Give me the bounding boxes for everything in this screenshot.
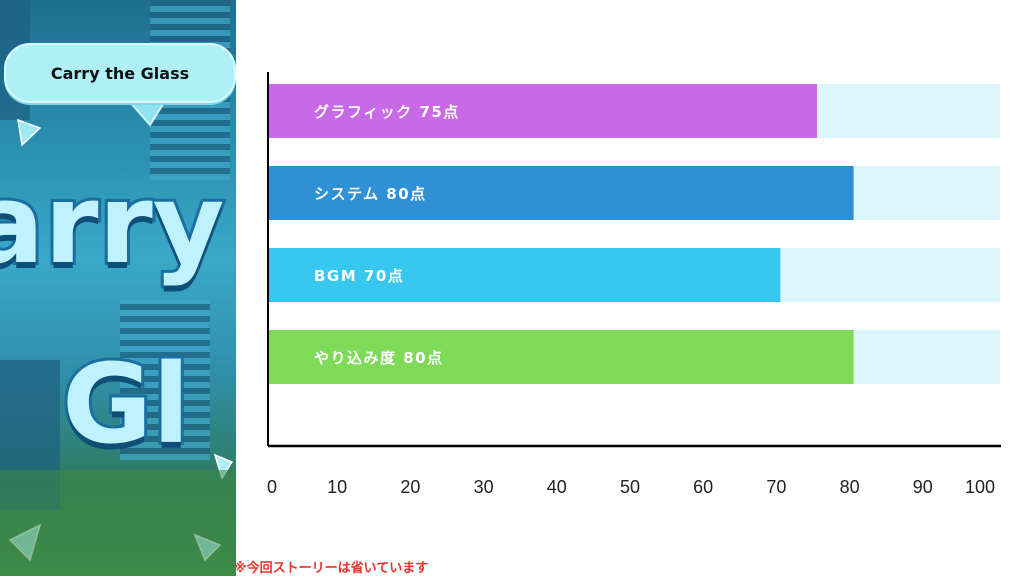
x-tick-label: 50 [620, 477, 640, 497]
x-tick-label: 70 [766, 477, 786, 497]
bar-label: システム 80点 [314, 185, 427, 203]
bar [268, 330, 854, 384]
bar-label: グラフィック 75点 [314, 103, 460, 121]
x-tick-label: 20 [400, 477, 420, 497]
x-tick-label: 0 [267, 477, 277, 497]
game-cover-art: arry Gl Carry the Glass [0, 0, 236, 576]
cover-logo-glass: Gl [59, 337, 193, 471]
bar [268, 248, 781, 302]
x-tick-label: 40 [547, 477, 567, 497]
cover-logo-carry: arry [0, 157, 227, 291]
bar [268, 84, 817, 138]
x-tick-label: 100 [965, 477, 995, 497]
x-tick-label: 30 [474, 477, 494, 497]
x-tick-label: 90 [913, 477, 933, 497]
bar-label: やり込み度 80点 [314, 349, 444, 367]
footnote: ※今回ストーリーは省いています [234, 561, 429, 576]
game-title: Carry the Glass [50, 63, 190, 83]
bar [268, 166, 854, 220]
x-tick-label: 10 [327, 477, 347, 497]
bar-label: BGM 70点 [314, 267, 404, 285]
game-title-badge: Carry the Glass [4, 43, 236, 103]
x-tick-label: 80 [840, 477, 860, 497]
x-tick-label: 60 [693, 477, 713, 497]
